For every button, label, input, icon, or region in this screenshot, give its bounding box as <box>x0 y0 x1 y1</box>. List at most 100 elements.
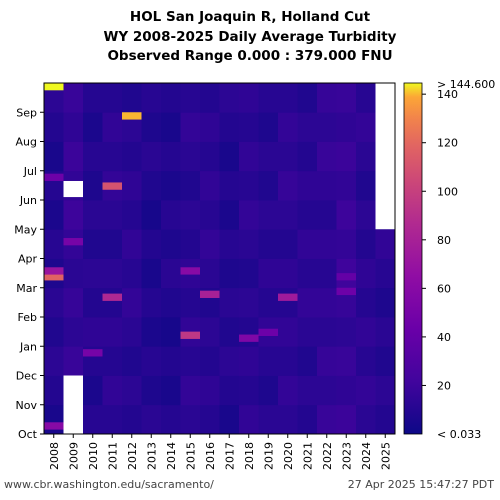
heatmap-cell <box>375 258 396 289</box>
heatmap-cell <box>180 404 201 435</box>
source-url: www.cbr.washington.edu/sacramento/ <box>4 478 214 491</box>
title-line-3: Observed Range 0.000 : 379.000 FNU <box>107 48 393 64</box>
heatmap-cell <box>141 287 162 318</box>
heatmap-cell <box>278 258 298 289</box>
heatmap-cell <box>258 404 279 435</box>
heatmap-cell <box>44 229 64 259</box>
heatmap-cell <box>375 404 396 435</box>
heatmap-cell <box>336 200 357 230</box>
heatmap-cell <box>122 229 142 259</box>
heatmap-cell <box>83 317 103 347</box>
heatmap-cell <box>44 200 64 230</box>
heatmap-cell <box>180 346 201 376</box>
heatmap-cell <box>200 258 220 289</box>
heatmap-cell <box>44 141 64 172</box>
x-tick-label: 2008 <box>48 442 61 470</box>
heatmap-cell <box>141 317 162 347</box>
heatmap-cell <box>83 170 103 201</box>
heatmap-cell <box>180 141 201 172</box>
heatmap-cell <box>219 229 240 259</box>
heatmap-cell <box>239 83 259 113</box>
y-tick-label: Mar <box>16 282 37 295</box>
heatmap-cell <box>141 83 162 113</box>
colorbar-tick-label: 120 <box>437 137 458 150</box>
timestamp: 27 Apr 2025 15:47:27 PDT <box>347 478 494 491</box>
heatmap-cell <box>317 112 337 142</box>
heatmap-cell <box>297 229 318 259</box>
turbidity-event <box>180 331 200 339</box>
heatmap-cell <box>356 170 376 201</box>
colorbar-ticks: 20 40 60 80 100 120 140 <box>422 88 458 392</box>
turbidity-event <box>44 273 64 281</box>
heatmap-cell <box>161 229 181 259</box>
heatmap-cell <box>278 112 298 142</box>
heatmap-cell <box>219 200 240 230</box>
turbidity-event <box>258 328 278 337</box>
heatmap-cell <box>278 200 298 230</box>
turbidity-event <box>44 422 64 430</box>
heatmap-cell <box>200 141 220 172</box>
turbidity-event <box>83 349 103 357</box>
heatmap-cell <box>336 404 357 435</box>
heatmap-cell <box>297 170 318 201</box>
heatmap-cell <box>102 229 123 259</box>
heatmap-cell <box>122 200 142 230</box>
heatmap-cell <box>297 83 318 113</box>
heatmap-cell <box>161 287 181 318</box>
heatmap-cell <box>317 404 337 435</box>
heatmap-cell <box>239 317 259 347</box>
heatmap-cell <box>161 375 181 406</box>
heatmap-cell <box>44 287 64 318</box>
x-tick-label: 2022 <box>321 442 334 470</box>
heatmap-cell <box>219 141 240 172</box>
heatmap-cell <box>317 170 337 201</box>
heatmap-cell <box>200 112 220 142</box>
heatmap-cell <box>356 317 376 347</box>
heatmap-cell <box>336 141 357 172</box>
x-tick-label: 2018 <box>243 442 256 470</box>
heatmap-cell <box>297 317 318 347</box>
x-tick-label: 2010 <box>87 442 100 470</box>
heatmap-cell <box>102 83 123 113</box>
heatmap-cell <box>200 83 220 113</box>
heatmap-cell <box>122 346 142 376</box>
colorbar-tick-label: 140 <box>437 88 458 101</box>
heatmap-cell <box>161 404 181 435</box>
heatmap-cell <box>44 317 64 347</box>
heatmap-cell <box>83 200 103 230</box>
heatmap-cell <box>219 83 240 113</box>
heatmap-cell <box>83 83 103 113</box>
heatmap-cell <box>317 83 337 113</box>
turbidity-event <box>180 267 200 275</box>
y-axis: Oct Nov Dec Jan Feb Mar Apr May Jun Jul Aug Sep <box>14 106 44 441</box>
heatmap-cell <box>356 287 376 318</box>
heatmap-cell <box>258 229 279 259</box>
heatmap-cell <box>122 141 142 172</box>
heatmap-cell <box>317 200 337 230</box>
heatmap-cell <box>102 404 123 435</box>
heatmap-cell <box>180 229 201 259</box>
y-tick-label: Nov <box>16 399 38 412</box>
heatmap-cell <box>356 112 376 142</box>
heatmap-cell <box>356 404 376 435</box>
colorbar-tick-label: 60 <box>437 282 451 295</box>
heatmap-cell <box>200 375 220 406</box>
heatmap-cell <box>258 375 279 406</box>
heatmap-cell <box>375 317 396 347</box>
heatmap-cell <box>141 112 162 142</box>
heatmap-cell <box>219 375 240 406</box>
heatmap-cell <box>63 317 84 347</box>
heatmap-cell <box>122 317 142 347</box>
heatmap-cell <box>258 83 279 113</box>
heatmap-cell <box>239 141 259 172</box>
colorbar-tick-label: 80 <box>437 234 451 247</box>
heatmap-cell <box>239 375 259 406</box>
heatmap-cell <box>102 141 123 172</box>
heatmap-cell <box>297 404 318 435</box>
colorbar-bottom-label: < 0.033 <box>437 428 481 441</box>
x-tick-label: 2025 <box>379 442 392 470</box>
heatmap-cell <box>141 375 162 406</box>
heatmap-cell <box>83 112 103 142</box>
heatmap-cell <box>278 287 298 318</box>
heatmap-cell <box>180 200 201 230</box>
